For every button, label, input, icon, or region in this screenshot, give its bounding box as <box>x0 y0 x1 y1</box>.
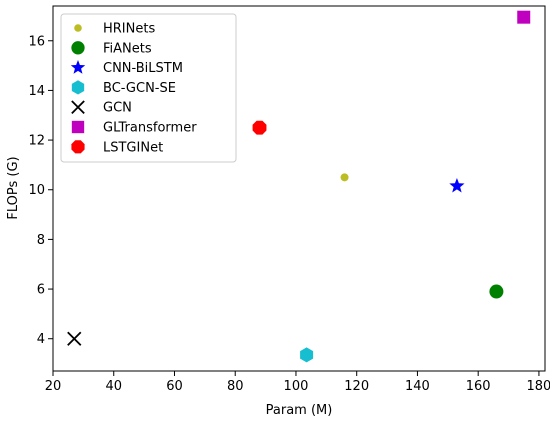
x-tick-label: 80 <box>227 379 244 394</box>
x-tick-label: 140 <box>405 379 430 394</box>
y-tick-label: 10 <box>28 183 45 198</box>
x-axis-title: Param (M) <box>266 403 333 418</box>
data-point <box>252 120 267 135</box>
data-points <box>67 10 531 363</box>
x-tick-label: 180 <box>527 379 550 394</box>
y-tick-label: 8 <box>37 233 45 248</box>
legend-label: BC-GCN-SE <box>103 81 176 96</box>
legend-label: FiANets <box>103 41 152 56</box>
y-axis: 4 6 8 10 12 14 16 <box>28 34 53 347</box>
legend-marker <box>71 41 85 55</box>
x-axis: 20 40 60 80 100 120 140 160 180 <box>45 371 550 394</box>
y-tick-label: 6 <box>37 283 45 298</box>
legend-marker <box>70 60 86 74</box>
legend-label: GLTransformer <box>103 121 197 136</box>
y-tick-label: 14 <box>28 84 45 99</box>
x-tick-label: 20 <box>45 379 62 394</box>
x-tick-label: 60 <box>166 379 183 394</box>
data-point <box>449 178 465 193</box>
legend-marker <box>71 120 85 134</box>
legend-marker <box>71 80 85 95</box>
legend-label: GCN <box>103 101 132 116</box>
y-axis-title: FLOPs (G) <box>6 156 21 219</box>
y-tick-label: 12 <box>28 134 45 149</box>
legend-box <box>60 13 237 163</box>
data-point <box>300 347 314 363</box>
y-tick-label: 4 <box>37 332 45 347</box>
y-tick-label: 16 <box>28 34 45 49</box>
legend-label: LSTGINet <box>103 140 163 155</box>
plot-frame <box>52 5 546 372</box>
x-tick-label: 100 <box>284 379 309 394</box>
legend: HRINets FiANets CNN-BiLSTM BC-GCN-SE GCN GLTr… <box>60 13 237 163</box>
plot-area <box>52 5 546 372</box>
legend-label: CNN-BiLSTM <box>103 61 183 76</box>
x-tick-label: 160 <box>466 379 491 394</box>
legend-marker <box>71 140 85 154</box>
legend-marker <box>71 100 85 115</box>
data-point <box>489 284 504 299</box>
data-point <box>340 173 349 182</box>
legend-marker <box>74 24 82 32</box>
data-point <box>517 10 531 24</box>
data-point <box>67 331 82 346</box>
x-tick-label: 40 <box>105 379 122 394</box>
legend-label: HRINets <box>103 22 155 37</box>
x-tick-label: 120 <box>344 379 369 394</box>
